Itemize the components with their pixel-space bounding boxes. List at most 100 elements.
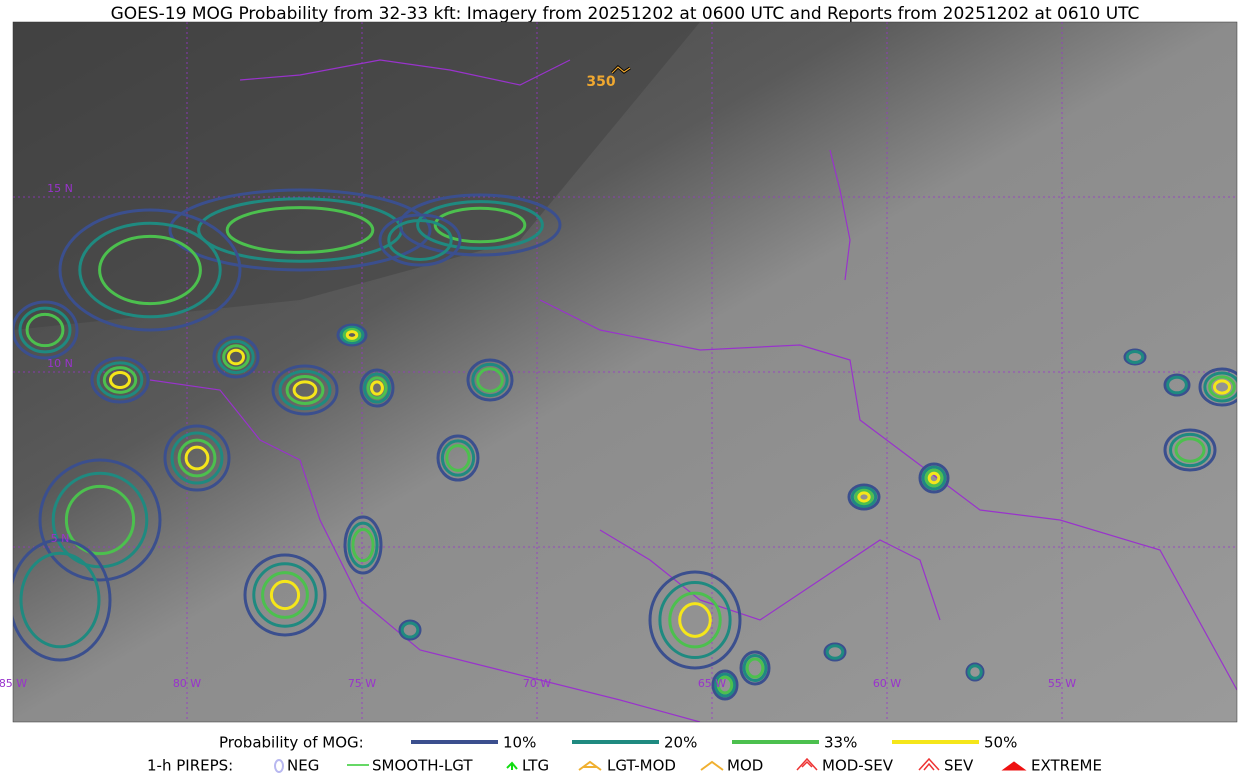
- contour: [658, 581, 732, 659]
- pirep-icon: [796, 757, 818, 771]
- contour: [400, 621, 420, 639]
- contour: [854, 488, 874, 506]
- contours: [13, 188, 1237, 701]
- pirep-icon: [1001, 761, 1027, 771]
- pirep-icon: [700, 760, 724, 771]
- contour: [252, 562, 318, 628]
- title: GOES-19 MOG Probability from 32-33 kft: …: [111, 4, 1140, 24]
- contour: [13, 300, 79, 360]
- contour: [227, 348, 245, 366]
- contour: [1169, 432, 1211, 468]
- contour: [19, 551, 101, 649]
- contour: [225, 206, 375, 254]
- contour: [177, 438, 217, 478]
- contour: [921, 465, 947, 491]
- report-icon-inner: [611, 66, 631, 74]
- contour: [212, 335, 260, 379]
- contour: [336, 323, 368, 347]
- contour: [363, 372, 391, 404]
- contour: [38, 458, 162, 582]
- pirep-icon: [578, 760, 602, 771]
- contour: [370, 380, 384, 396]
- contour: [351, 527, 375, 563]
- contour: [278, 369, 332, 411]
- contour: [359, 368, 395, 408]
- contour: [398, 619, 422, 641]
- coastlines: [149, 59, 1237, 722]
- contour: [339, 325, 365, 345]
- contour: [668, 591, 722, 649]
- contour: [217, 339, 255, 375]
- contour: [924, 468, 944, 488]
- contour: [366, 376, 388, 400]
- contour: [378, 213, 462, 267]
- contour: [745, 657, 765, 679]
- report-label: 350: [586, 74, 615, 90]
- contour: [1125, 350, 1145, 364]
- contour: [170, 431, 224, 485]
- contour: [678, 602, 712, 638]
- contour: [918, 462, 950, 494]
- contour: [825, 644, 845, 660]
- contour: [847, 483, 881, 511]
- legend-label: SMOOTH-LGT: [372, 757, 473, 775]
- contour: [466, 358, 514, 402]
- lat-label: 5 N: [51, 532, 70, 545]
- lon-label: 75 W: [348, 677, 376, 690]
- contour: [269, 579, 301, 611]
- legend-label: LTG: [522, 757, 549, 775]
- contour: [714, 672, 736, 698]
- contour: [711, 669, 739, 701]
- contour: [292, 380, 318, 400]
- contour: [345, 330, 359, 340]
- contour: [1163, 428, 1217, 472]
- contour: [416, 200, 544, 250]
- contour: [850, 486, 878, 508]
- contour: [1213, 379, 1231, 395]
- legend-label: MOD: [727, 757, 763, 775]
- lon-label: 55 W: [1048, 677, 1076, 690]
- contour: [342, 327, 362, 343]
- contour: [243, 553, 327, 637]
- contour: [102, 366, 138, 394]
- contour: [648, 570, 742, 670]
- contour: [1198, 367, 1237, 407]
- legend-label: 20%: [664, 734, 697, 752]
- contour: [163, 424, 231, 492]
- contour: [222, 344, 250, 370]
- legend-label: EXTREME: [1031, 757, 1102, 775]
- pirep-icon: [506, 761, 518, 770]
- lon-label: 60 W: [873, 677, 901, 690]
- contour: [742, 654, 768, 682]
- contour: [445, 444, 471, 472]
- map: [13, 22, 1237, 722]
- lat-label: 15 N: [47, 182, 73, 195]
- legend-label: 50%: [984, 734, 1017, 752]
- lon-label: 70 W: [523, 677, 551, 690]
- contour: [857, 491, 871, 503]
- lon-label: 80 W: [173, 677, 201, 690]
- lat-label: 10 N: [47, 357, 73, 370]
- contour: [51, 471, 149, 569]
- graticule: [13, 22, 1237, 722]
- contour: [965, 662, 985, 682]
- dark-region: [13, 22, 700, 330]
- contour: [108, 371, 132, 389]
- legend: Probability of MOG: 10% 20% 33% 50% 1-h PIREP…: [147, 734, 1102, 775]
- contour: [927, 471, 941, 485]
- map-frame: [12, 21, 1238, 723]
- contour: [184, 445, 210, 471]
- contour: [261, 571, 309, 619]
- contour: [78, 221, 222, 319]
- contour: [96, 361, 144, 399]
- graticule-labels: 85 W 80 W 75 W 70 W 65 W 60 W 55 W 15 N 10 N 5 N 3…: [0, 64, 1076, 690]
- contour: [476, 367, 504, 393]
- contour: [1208, 375, 1236, 399]
- contour: [90, 356, 150, 404]
- contour: [58, 208, 242, 332]
- contour: [967, 664, 983, 680]
- legend-label: SEV: [944, 757, 974, 775]
- legend-label: LGT-MOD: [607, 757, 676, 775]
- contour: [1203, 371, 1237, 403]
